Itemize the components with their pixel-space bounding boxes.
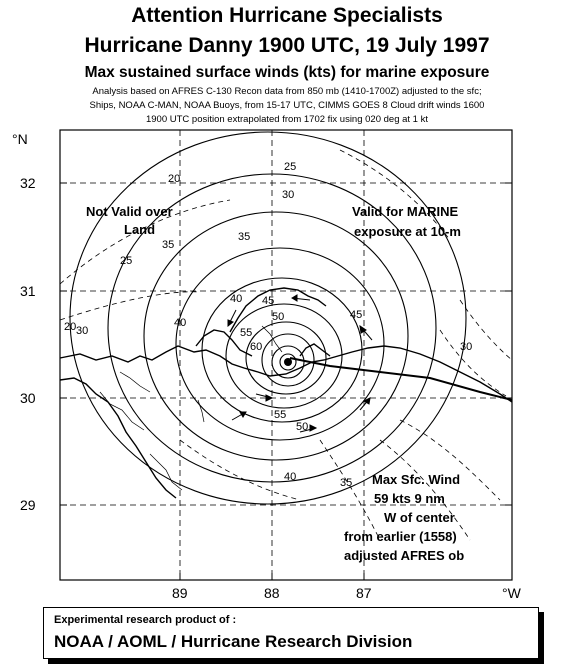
- annotations: Not Valid over Land Valid for MARINE exp…: [86, 204, 464, 563]
- not-valid-line-1: Not Valid over: [86, 204, 173, 219]
- contour-label: 35: [238, 231, 250, 243]
- title-line-2: Hurricane Danny 1900 UTC, 19 July 1997: [84, 34, 490, 57]
- storm-track: [289, 357, 513, 401]
- contour-label: 40: [174, 317, 186, 329]
- contour-label: 55: [274, 409, 286, 421]
- west-label: °W: [502, 585, 522, 601]
- storm-center-icon: [284, 358, 292, 366]
- contour-label: 45: [350, 309, 362, 321]
- valid-line-1: Valid for MARINE: [352, 204, 459, 219]
- analysis-line-2: Ships, NOAA C-MAN, NOAA Buoys, from 15-1…: [89, 100, 485, 111]
- title-line-3: Max sustained surface winds (kts) for ma…: [84, 64, 490, 81]
- coastline: [59, 287, 513, 499]
- contour-label: 60: [250, 341, 262, 353]
- analysis-line-3: 1900 UTC position extrapolated from 1702…: [145, 114, 428, 125]
- contour-label: 50: [296, 421, 308, 433]
- contour-label: 20: [64, 321, 76, 333]
- contour-label: 45: [262, 295, 274, 307]
- max-wind-line-3: W of center: [384, 510, 455, 525]
- river-lines: [99, 325, 283, 491]
- lon-tick-87: 87: [356, 585, 372, 601]
- max-wind-line-2: 59 kts 9 nm: [374, 491, 445, 506]
- contour-labels: 20 25 30 35 40 45 50 55 60 35 40 50 55 3…: [64, 161, 472, 489]
- contour-label: 35: [162, 239, 174, 251]
- lat-tick-29: 29: [20, 497, 36, 513]
- lat-tick-30: 30: [20, 390, 36, 406]
- lat-tick-32: 32: [20, 175, 36, 191]
- valid-line-2: exposure at 10-m: [354, 224, 461, 239]
- dashed-contours: [59, 149, 513, 541]
- contour-label: 30: [282, 189, 294, 201]
- max-wind-line-4: from earlier (1558): [344, 529, 457, 544]
- wind-vectors: [227, 294, 373, 433]
- lon-tick-89: 89: [172, 585, 188, 601]
- max-wind-line-5: adjusted AFRES ob: [344, 548, 464, 563]
- isotach-contours: [69, 131, 467, 505]
- contour-label: 30: [76, 325, 88, 337]
- title-line-1: Attention Hurricane Specialists: [131, 4, 443, 27]
- north-label: °N: [12, 131, 28, 147]
- analysis-line-1: Analysis based on AFRES C-130 Recon data…: [92, 86, 482, 97]
- contour-label: 25: [120, 255, 132, 267]
- contour-label: 35: [340, 477, 352, 489]
- lon-tick-88: 88: [264, 585, 280, 601]
- map-frame: [59, 129, 513, 581]
- contour-label: 25: [284, 161, 296, 173]
- lat-lon-grid: [60, 130, 512, 580]
- contour-label: 55: [240, 327, 252, 339]
- max-wind-line-1: Max Sfc. Wind: [372, 472, 460, 487]
- credit-box: Experimental research product of : NOAA …: [43, 607, 539, 659]
- contour-label: 40: [230, 293, 242, 305]
- not-valid-line-2: Land: [124, 222, 155, 237]
- lat-tick-31: 31: [20, 283, 36, 299]
- contour-label: 30: [460, 341, 472, 353]
- credit-line-1: Experimental research product of :: [54, 614, 237, 626]
- credit-line-2: NOAA / AOML / Hurricane Research Divisio…: [54, 632, 413, 651]
- contour-label: 40: [284, 471, 296, 483]
- contour-label: 50: [272, 311, 284, 323]
- tick-marks: [60, 182, 512, 580]
- contour-label: 20: [168, 173, 180, 185]
